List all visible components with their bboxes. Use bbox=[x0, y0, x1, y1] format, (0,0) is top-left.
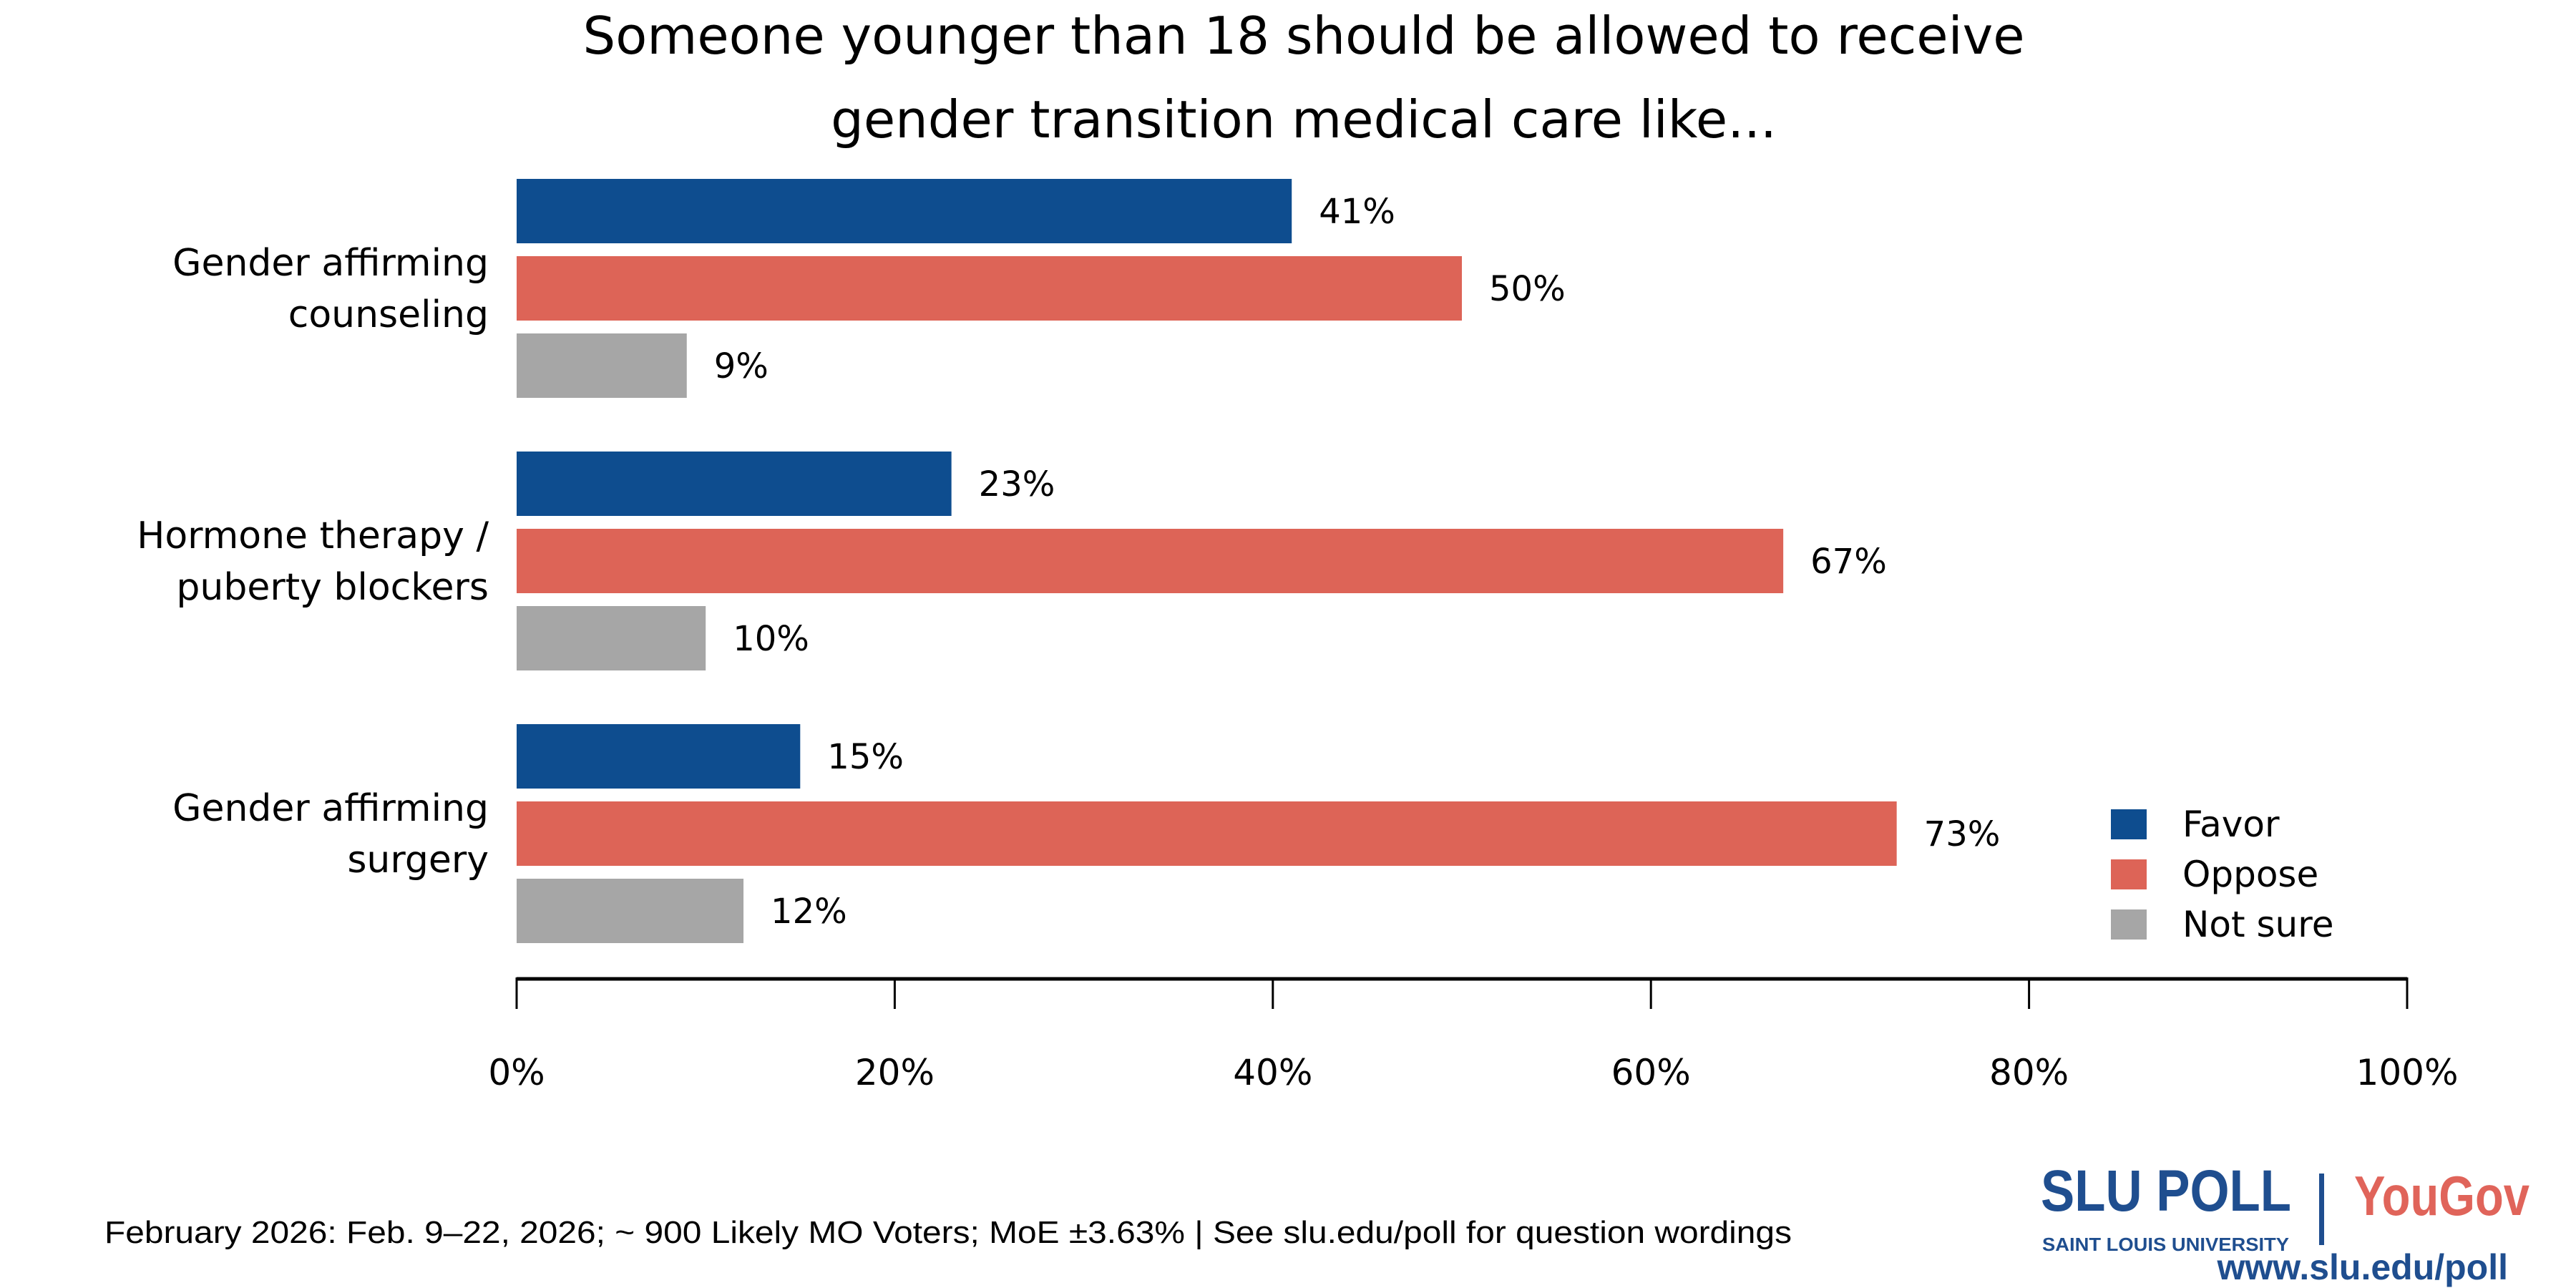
bar-not-sure bbox=[517, 879, 744, 943]
data-label: 12% bbox=[771, 892, 847, 932]
bar-favor bbox=[517, 724, 801, 789]
bar-favor bbox=[517, 452, 952, 516]
x-tick-label: 20% bbox=[855, 1052, 935, 1093]
legend-swatch bbox=[2111, 809, 2147, 839]
legend-swatch bbox=[2111, 859, 2147, 889]
data-label: 23% bbox=[979, 464, 1055, 504]
x-tick-label: 80% bbox=[1989, 1052, 2069, 1093]
data-label: 41% bbox=[1319, 192, 1395, 232]
bar-not-sure bbox=[517, 606, 706, 670]
logo-divider bbox=[2319, 1174, 2324, 1245]
legend-label: Oppose bbox=[2182, 854, 2318, 895]
legend-label: Not sure bbox=[2182, 904, 2333, 945]
logo-slu-subtitle: SAINT LOUIS UNIVERSITY bbox=[2042, 1234, 2289, 1255]
data-label: 9% bbox=[714, 346, 769, 386]
category-label: Gender affirming bbox=[172, 242, 489, 285]
x-tick-label: 100% bbox=[2356, 1052, 2459, 1093]
legend-swatch bbox=[2111, 909, 2147, 940]
bar-favor bbox=[517, 179, 1292, 243]
chart-title-line-2: gender transition medical care like... bbox=[831, 89, 1777, 150]
data-label: 67% bbox=[1810, 542, 1887, 582]
x-tick-label: 40% bbox=[1233, 1052, 1312, 1093]
category-label: counseling bbox=[288, 293, 489, 336]
x-tick-label: 60% bbox=[1611, 1052, 1691, 1093]
bars: 41% 50% 9% 23% 67% 10% 15% 73% 12% bbox=[517, 179, 2000, 943]
bar-oppose bbox=[517, 801, 1897, 866]
logo-yougov: YouGov bbox=[2354, 1164, 2530, 1227]
category-label: Hormone therapy / bbox=[137, 514, 489, 557]
bar-oppose bbox=[517, 529, 1784, 593]
category-label: Gender affirming bbox=[172, 787, 489, 830]
legend: Favor Oppose Not sure bbox=[2111, 804, 2333, 945]
footer-url[interactable]: www.slu.edu/poll bbox=[2217, 1247, 2509, 1287]
logo-slu-poll: SLU POLL bbox=[2041, 1158, 2291, 1224]
category-label: surgery bbox=[347, 839, 489, 882]
footer-note: February 2026: Feb. 9–22, 2026; ~ 900 Li… bbox=[104, 1215, 1792, 1250]
data-label: 50% bbox=[1489, 269, 1566, 309]
data-label: 15% bbox=[827, 737, 904, 777]
legend-label: Favor bbox=[2182, 804, 2280, 845]
data-label: 73% bbox=[1924, 814, 2001, 854]
category-labels: Gender affirming counseling Hormone therap… bbox=[137, 242, 489, 882]
bar-oppose bbox=[517, 256, 1462, 321]
bar-not-sure bbox=[517, 333, 687, 398]
data-label: 10% bbox=[733, 619, 809, 659]
x-axis: 0% 20% 40% 60% 80% 100% bbox=[488, 977, 2458, 1093]
category-label: puberty blockers bbox=[176, 566, 489, 609]
chart-title-line-1: Someone younger than 18 should be allowe… bbox=[582, 6, 2024, 66]
slu-poll-logo: SLU POLL SAINT LOUIS UNIVERSITY YouGov w… bbox=[2041, 1158, 2530, 1287]
x-tick-label: 0% bbox=[488, 1052, 545, 1093]
